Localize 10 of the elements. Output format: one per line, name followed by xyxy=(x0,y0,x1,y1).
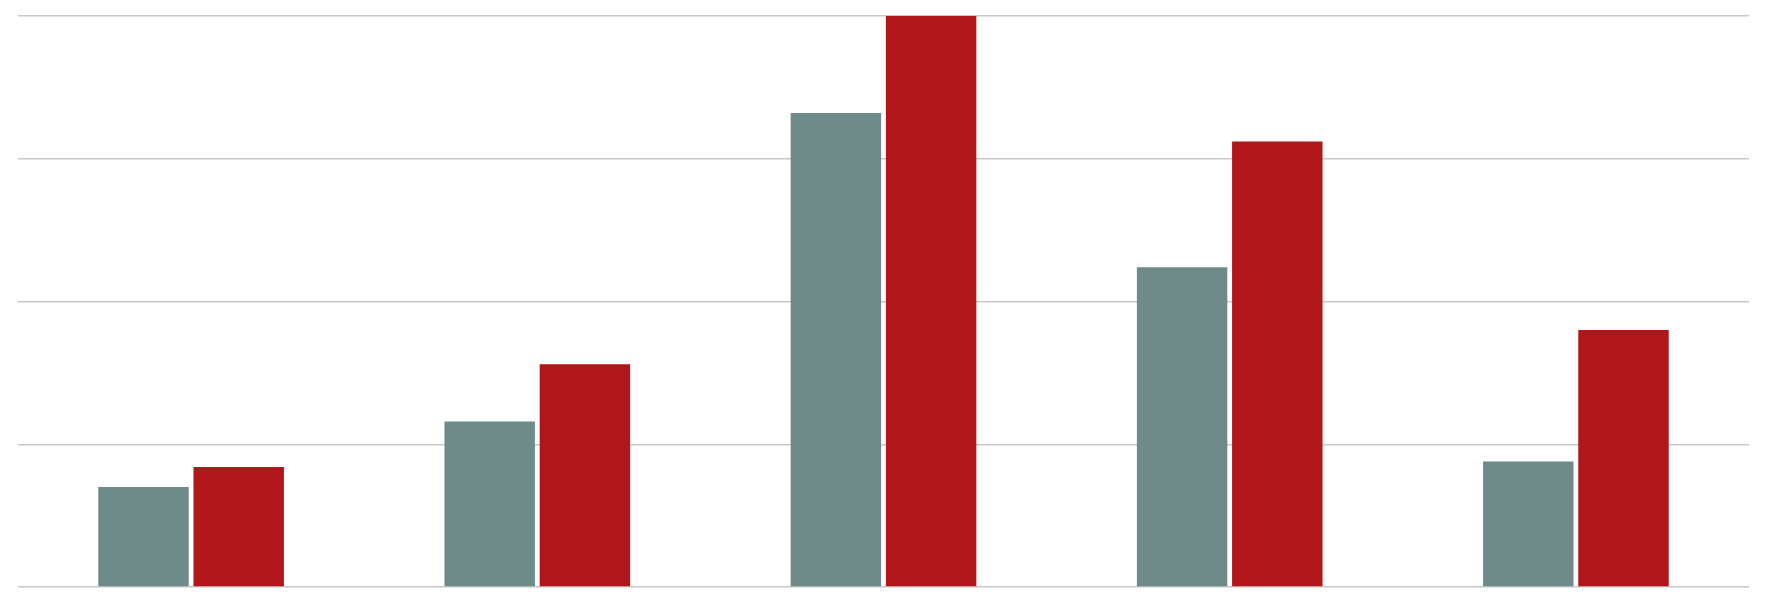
bar xyxy=(1136,267,1228,587)
bar xyxy=(98,487,189,587)
bar xyxy=(1483,461,1574,587)
bar xyxy=(444,421,535,587)
bar xyxy=(193,467,284,587)
bar xyxy=(1232,141,1323,587)
bar xyxy=(885,16,977,587)
bar xyxy=(1578,330,1669,587)
bar xyxy=(539,364,631,587)
bar xyxy=(790,113,882,587)
